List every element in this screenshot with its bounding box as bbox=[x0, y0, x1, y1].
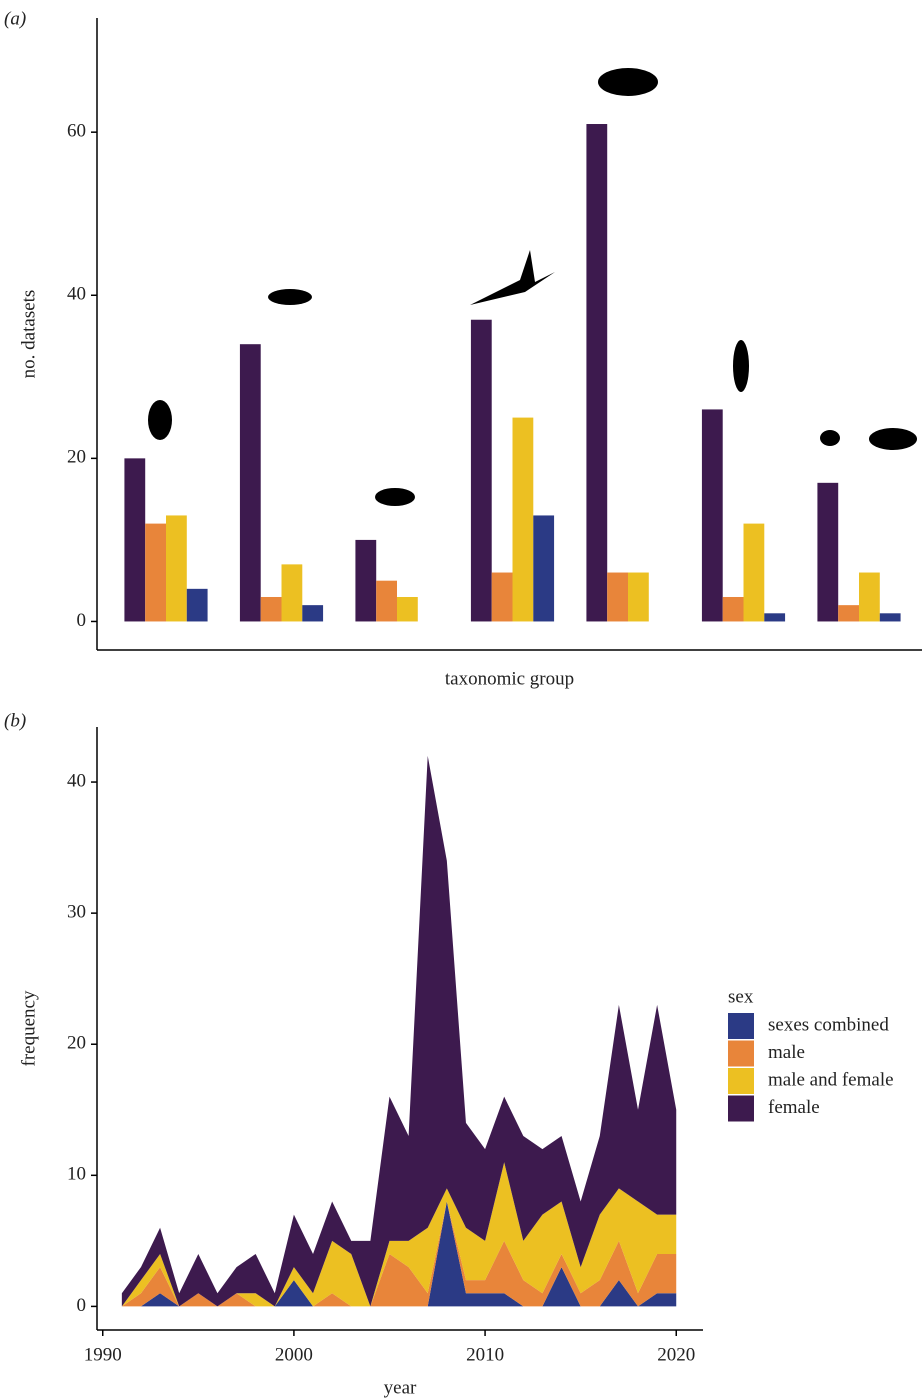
legend-label: male and female bbox=[768, 1069, 894, 1090]
icon-bird bbox=[470, 250, 555, 305]
y-tick-label: 40 bbox=[67, 284, 86, 305]
legend-swatch bbox=[728, 1041, 754, 1067]
bar bbox=[355, 540, 376, 622]
x-axis-title: year bbox=[384, 1377, 417, 1398]
legend-swatch bbox=[728, 1096, 754, 1122]
y-tick-label: 30 bbox=[67, 902, 86, 923]
x-tick-label: 2010 bbox=[466, 1344, 504, 1365]
y-axis-title: no. datasets bbox=[18, 290, 39, 379]
bar bbox=[513, 418, 534, 622]
icon-fly bbox=[268, 289, 312, 305]
y-tick-label: 20 bbox=[67, 447, 86, 468]
bar bbox=[586, 124, 607, 621]
bar bbox=[376, 581, 397, 622]
bar bbox=[607, 573, 628, 622]
y-tick-label: 0 bbox=[77, 610, 87, 631]
bar bbox=[838, 605, 859, 621]
legend-title: sex bbox=[728, 986, 754, 1007]
legend-label: sexes combined bbox=[768, 1014, 889, 1035]
legend-swatch bbox=[728, 1013, 754, 1039]
bar bbox=[124, 458, 145, 621]
bar bbox=[282, 564, 303, 621]
bar bbox=[764, 613, 785, 621]
bar bbox=[240, 344, 261, 621]
y-tick-label: 40 bbox=[67, 770, 86, 791]
icon-bear bbox=[598, 68, 658, 96]
area bbox=[122, 756, 676, 1307]
bar bbox=[859, 573, 880, 622]
icon-spider bbox=[820, 430, 840, 446]
bar bbox=[302, 605, 323, 621]
icon-fish bbox=[375, 488, 415, 506]
bar bbox=[397, 597, 418, 621]
icon-turtle bbox=[869, 428, 917, 450]
bar bbox=[471, 320, 492, 622]
bar bbox=[880, 613, 901, 621]
bar bbox=[492, 573, 513, 622]
bar bbox=[166, 515, 187, 621]
figure: (a) taxonomic group 0 20 40 60 no. datasets (b)… bbox=[0, 0, 922, 1398]
x-tick-label: 2020 bbox=[657, 1344, 695, 1365]
y-tick-label: 20 bbox=[67, 1033, 86, 1054]
y-tick-label: 10 bbox=[67, 1164, 86, 1185]
bar bbox=[723, 597, 744, 621]
bar bbox=[817, 483, 838, 622]
legend-label: male bbox=[768, 1042, 805, 1063]
y-tick-label: 0 bbox=[77, 1295, 87, 1316]
panel-label: (b) bbox=[4, 710, 26, 731]
icon-human bbox=[733, 340, 749, 392]
panel-label: (a) bbox=[4, 8, 26, 29]
bar bbox=[744, 524, 765, 622]
x-axis-title: taxonomic group bbox=[445, 668, 574, 689]
legend-swatch bbox=[728, 1068, 754, 1094]
x-tick-label: 1990 bbox=[84, 1344, 122, 1365]
y-axis-title: frequency bbox=[18, 990, 39, 1066]
y-tick-label: 60 bbox=[67, 121, 86, 142]
bar bbox=[533, 515, 554, 621]
x-tick-label: 2000 bbox=[275, 1344, 313, 1365]
icon-cricket bbox=[148, 400, 172, 440]
bar bbox=[187, 589, 208, 622]
bar bbox=[628, 573, 649, 622]
bar bbox=[702, 409, 723, 621]
bar bbox=[261, 597, 282, 621]
page: {"chart_data": [ {"type": "bar", "label"… bbox=[0, 0, 922, 1398]
legend-label: female bbox=[768, 1097, 820, 1118]
bar bbox=[145, 524, 166, 622]
